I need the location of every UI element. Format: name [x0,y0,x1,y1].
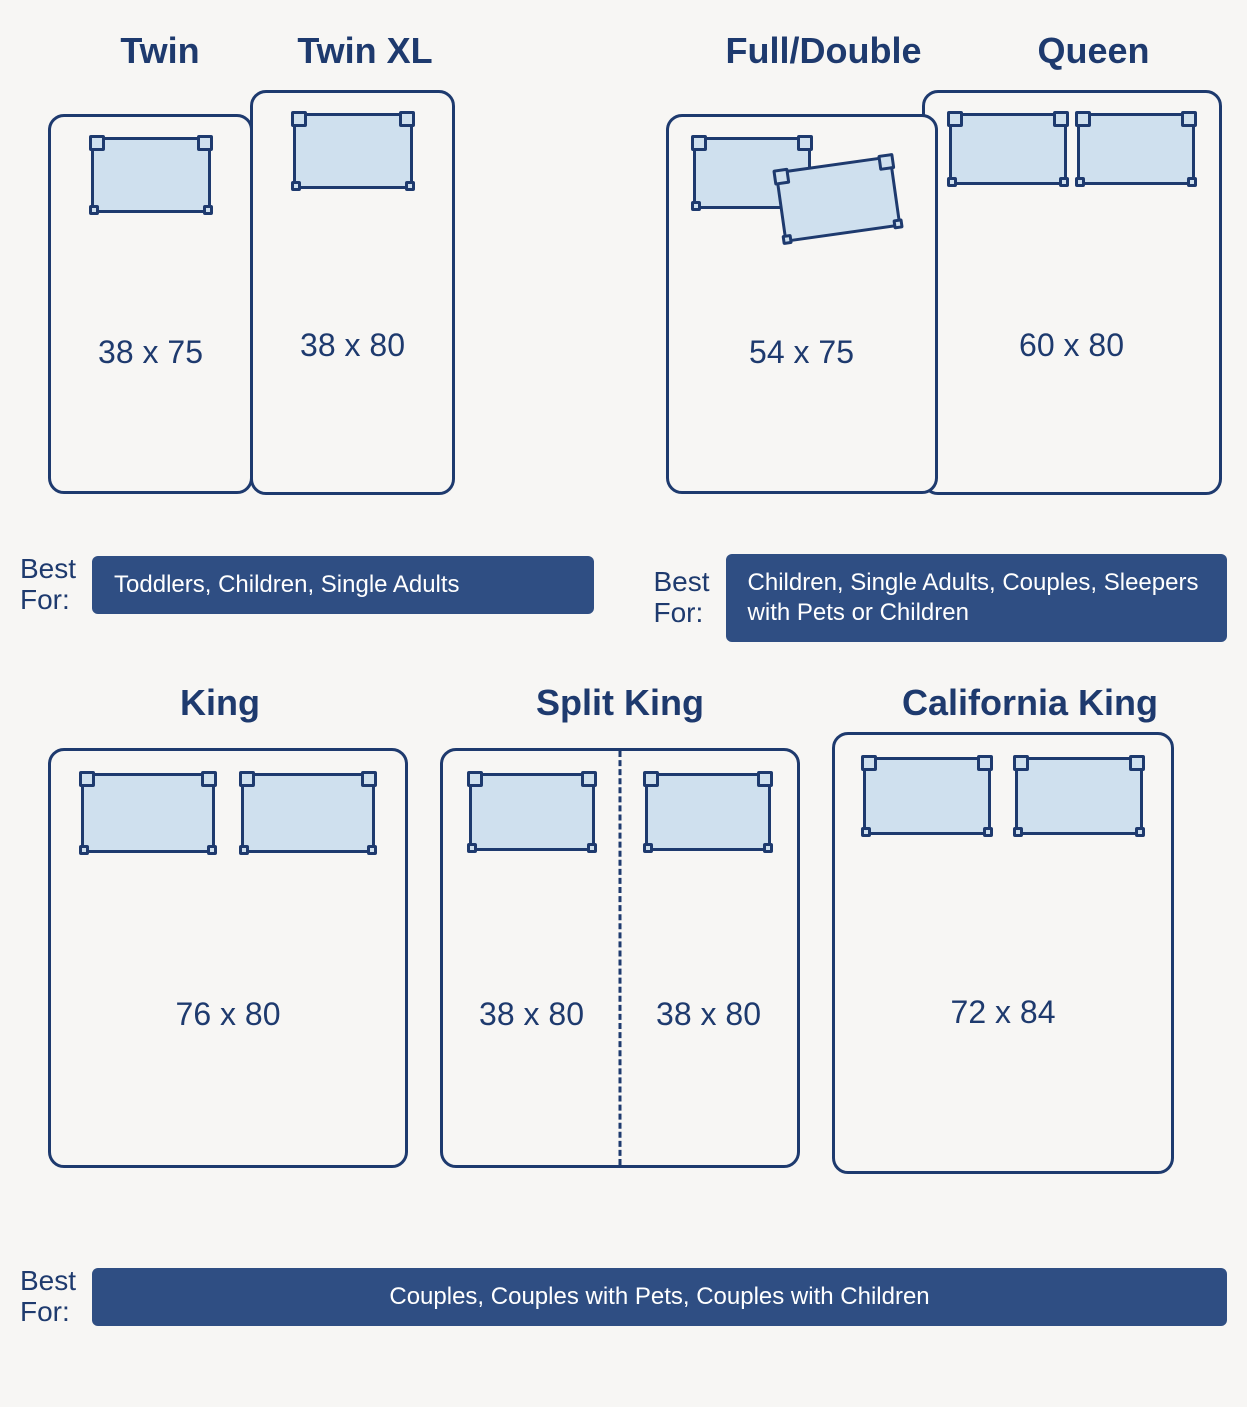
queen-dims: 60 x 80 [925,327,1219,364]
best-for-label: Best For: [20,554,76,616]
calking-pillow-1 [863,757,991,835]
calking-title: California King [860,682,1200,724]
group-full-queen: Full/Double Queen 60 x 80 54 x 75 Best F… [654,30,1228,642]
king-pillow-1 [81,773,215,853]
king-dims: 76 x 80 [51,996,405,1033]
king-pillow-2 [241,773,375,853]
full-pillow-2 [774,155,901,243]
splitking-mattress: 38 x 80 38 x 80 [440,748,800,1168]
best-for-badge: Children, Single Adults, Couples, Sleepe… [726,554,1227,642]
group-twin: Twin Twin XL 38 x 80 38 x 75 Best For: T… [20,30,594,642]
twinxl-title: Twin XL [265,30,465,72]
best-for-badge: Couples, Couples with Pets, Couples with… [92,1268,1227,1326]
queen-pillow-2 [1077,113,1195,185]
queen-pillow-1 [949,113,1067,185]
twin-dims: 38 x 75 [51,334,250,371]
row-1: Twin Twin XL 38 x 80 38 x 75 Best For: T… [20,30,1227,642]
full-dims: 54 x 75 [669,334,935,371]
row-2: King Split King California King 76 x 80 … [20,682,1227,1328]
calking-mattress: 72 x 84 [832,732,1174,1174]
best-for-badge: Toddlers, Children, Single Adults [92,556,593,614]
splitking-divider [619,751,622,1165]
queen-mattress: 60 x 80 [922,90,1222,495]
twin-mattress: 38 x 75 [48,114,253,494]
twinxl-pillow [293,113,413,189]
best-for-label: Best For: [654,567,710,629]
splitking-title: Split King [490,682,750,724]
full-queen-best-for: Best For: Children, Single Adults, Coupl… [654,554,1228,642]
twin-title: Twin [80,30,240,72]
splitking-dims-left: 38 x 80 [443,996,620,1033]
king-mattress: 76 x 80 [48,748,408,1168]
king-title: King [140,682,300,724]
splitking-pillow-1 [469,773,595,851]
calking-pillow-2 [1015,757,1143,835]
twinxl-mattress: 38 x 80 [250,90,455,495]
splitking-pillow-2 [645,773,771,851]
twinxl-dims: 38 x 80 [253,327,452,364]
twin-best-for: Best For: Toddlers, Children, Single Adu… [20,554,594,616]
full-title: Full/Double [694,30,954,72]
king-best-for: Best For: Couples, Couples with Pets, Co… [20,1266,1227,1328]
best-for-label: Best For: [20,1266,76,1328]
calking-dims: 72 x 84 [835,994,1171,1031]
splitking-dims-right: 38 x 80 [620,996,797,1033]
queen-title: Queen [1004,30,1184,72]
full-mattress: 54 x 75 [666,114,938,494]
twin-pillow [91,137,211,213]
